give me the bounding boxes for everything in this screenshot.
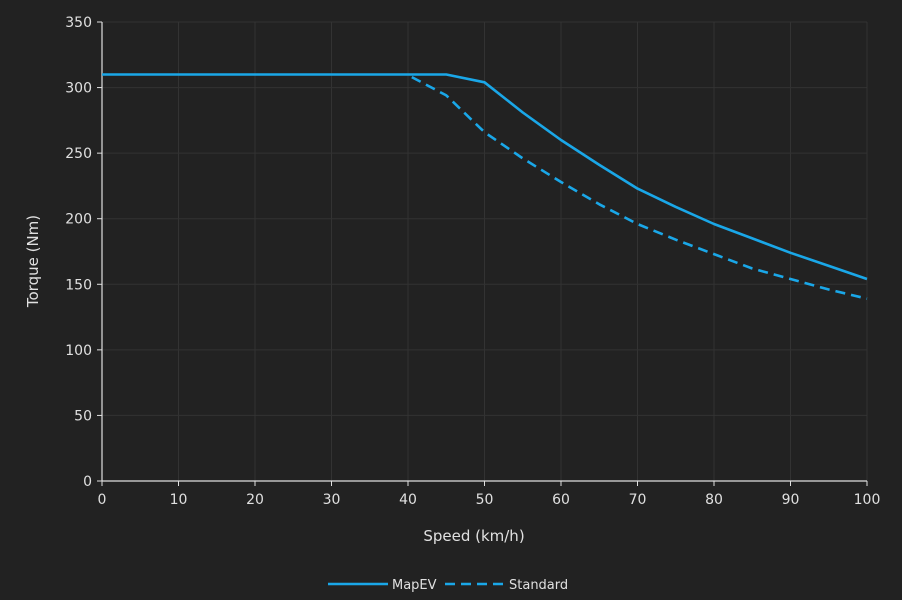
y-axis-label: Torque (Nm) (24, 215, 42, 308)
y-tick-label: 250 (65, 146, 92, 162)
y-tick-label: 150 (65, 277, 92, 293)
series-line-mapev (102, 73, 868, 281)
tick-labels: 0 10 20 30 40 50 60 70 80 90 100 0 50 100 150 200 250 300… (65, 15, 880, 508)
x-tick-label: 100 (854, 492, 881, 508)
x-tick-label: 70 (629, 492, 647, 508)
y-tick-label: 350 (65, 15, 92, 31)
x-axis-label: Speed (km/h) (423, 527, 524, 545)
y-tick-label: 100 (65, 343, 92, 359)
series (102, 73, 868, 300)
x-tick-label: 40 (399, 492, 417, 508)
y-tick-label: 0 (83, 474, 92, 490)
x-tick-label: 20 (246, 492, 264, 508)
x-tick-label: 0 (98, 492, 107, 508)
x-tick-label: 10 (170, 492, 188, 508)
legend: MapEV Standard (328, 578, 568, 593)
x-tick-label: 50 (476, 492, 494, 508)
axes (97, 21, 868, 486)
x-tick-label: 80 (705, 492, 723, 508)
legend-label-standard: Standard (509, 578, 568, 593)
x-tick-label: 60 (552, 492, 570, 508)
y-tick-label: 200 (65, 212, 92, 228)
x-tick-label: 30 (323, 492, 341, 508)
legend-label-mapev: MapEV (392, 578, 437, 593)
y-tick-label: 50 (74, 408, 92, 424)
grid (102, 21, 868, 481)
x-tick-label: 90 (782, 492, 800, 508)
series-line-standard (411, 75, 868, 300)
y-tick-label: 300 (65, 81, 92, 97)
